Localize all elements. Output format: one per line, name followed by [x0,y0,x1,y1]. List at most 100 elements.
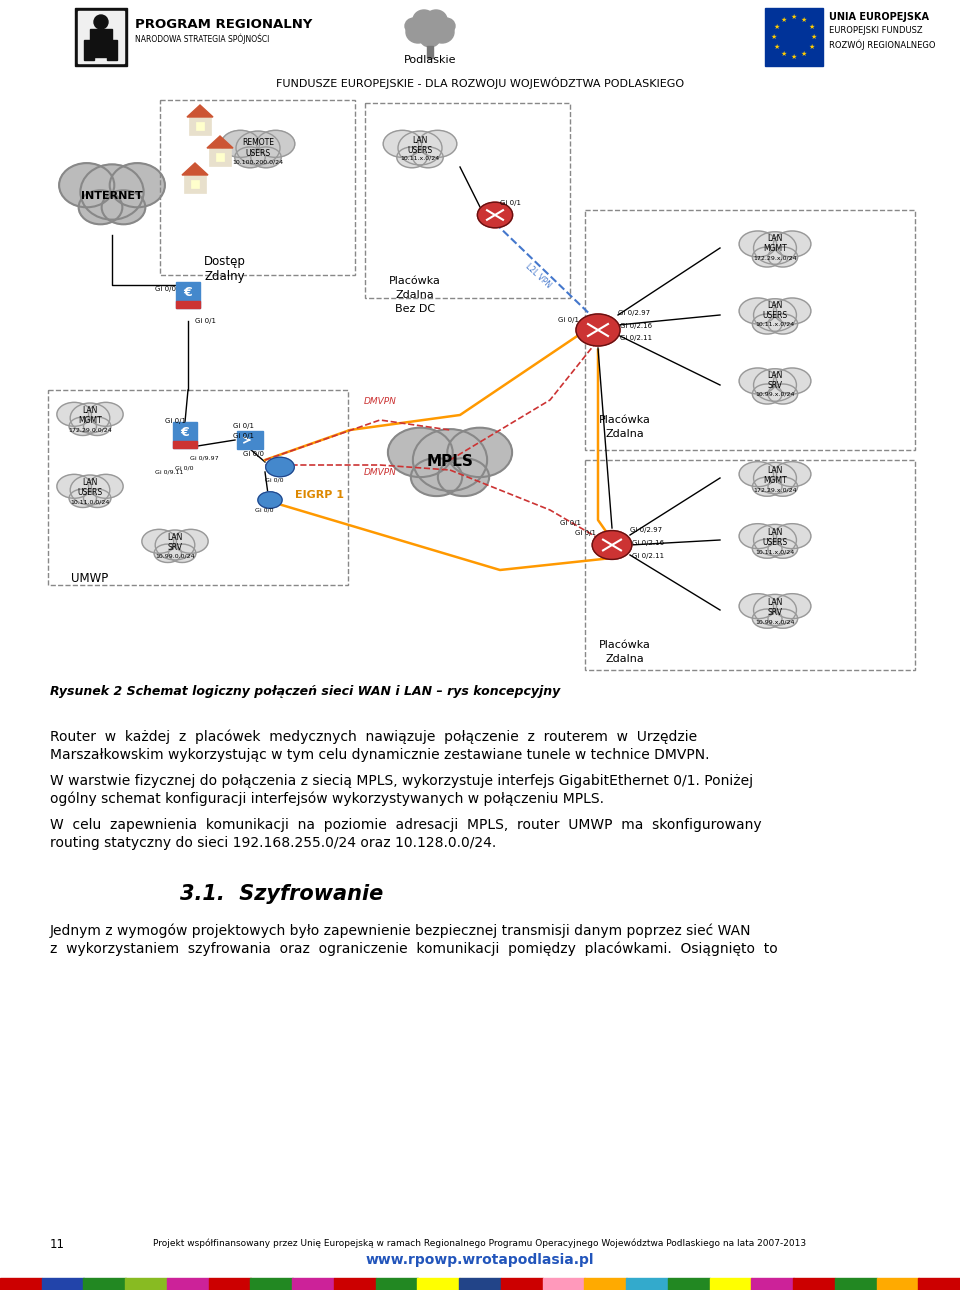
Bar [237,431,263,449]
Ellipse shape [774,524,811,548]
Ellipse shape [768,384,798,404]
Ellipse shape [438,458,490,497]
Text: MGMT: MGMT [763,244,787,253]
Text: W warstwie fizycznej do połączenia z siecią MPLS, wykorzystuje interfejs Gigabit: W warstwie fizycznej do połączenia z sie… [50,774,754,788]
Text: €: € [180,427,189,440]
Ellipse shape [70,402,109,433]
Bar [216,154,224,161]
Text: ★: ★ [801,52,807,57]
Text: LAN: LAN [767,599,782,608]
Bar [84,1278,126,1290]
Text: EUROPEJSKI FUNDUSZ: EUROPEJSKI FUNDUSZ [829,26,923,35]
Ellipse shape [753,384,782,404]
Ellipse shape [221,130,259,157]
Bar [919,1278,960,1290]
Ellipse shape [413,10,435,30]
Bar [709,1278,752,1290]
Ellipse shape [258,491,282,508]
Bar [167,1278,209,1290]
Text: USERS: USERS [762,311,787,320]
Text: Gi 0/2.16: Gi 0/2.16 [620,322,652,329]
Ellipse shape [251,147,281,168]
Ellipse shape [420,28,440,46]
Text: Gi 0/1: Gi 0/1 [500,200,521,206]
Text: ogólny schemat konfiguracji interfejsów wykorzystywanych w połączeniu MPLS.: ogólny schemat konfiguracji interfejsów … [50,792,604,806]
Bar [752,1278,794,1290]
Ellipse shape [60,163,114,208]
Text: Jednym z wymogów projektowych było zapewnienie bezpiecznej transmisji danym popr: Jednym z wymogów projektowych było zapew… [50,924,752,939]
Bar [176,301,200,308]
Text: Zdalny: Zdalny [204,270,246,283]
Bar [765,8,823,66]
Ellipse shape [753,539,782,559]
Ellipse shape [774,231,811,257]
Ellipse shape [414,14,446,43]
Text: 11: 11 [50,1238,65,1251]
Bar [375,1278,418,1290]
Text: Router  w  każdej  z  placówek  medycznych  nawiązuje  połączenie  z  routerem  : Router w każdej z placówek medycznych na… [50,730,697,744]
Ellipse shape [266,457,295,477]
Bar [585,461,915,670]
Text: REMOTE: REMOTE [242,138,274,147]
Text: MPLS: MPLS [426,454,473,470]
Ellipse shape [405,18,423,34]
Text: 10.99.0.0/24: 10.99.0.0/24 [156,553,195,559]
Text: FUNDUSZE EUROPEJSKIE - DLA ROZWOJU WOJEWÓDZTWA PODLASKIEGO: FUNDUSZE EUROPEJSKIE - DLA ROZWOJU WOJEW… [276,77,684,89]
Text: z  wykorzystaniem  szyfrowania  oraz  ograniczenie  komunikacji  pomiędzy  placó: z wykorzystaniem szyfrowania oraz ograni… [50,942,778,956]
Text: 3.1.  Szyfrowanie: 3.1. Szyfrowanie [180,884,383,904]
Ellipse shape [576,313,620,346]
Polygon shape [187,104,213,117]
Bar [668,1278,710,1290]
Bar [365,103,570,298]
Text: 10.11.x.0/24: 10.11.x.0/24 [756,550,795,553]
Ellipse shape [774,593,811,619]
Bar [427,46,433,58]
Ellipse shape [477,203,513,228]
Bar [107,40,117,61]
Bar [418,1278,460,1290]
Text: Gi 0/0: Gi 0/0 [265,479,283,482]
Ellipse shape [156,530,195,560]
Text: LAN: LAN [83,406,98,415]
Ellipse shape [774,298,811,324]
Ellipse shape [84,489,110,507]
Ellipse shape [447,428,512,477]
Text: UMWP: UMWP [71,571,108,584]
Ellipse shape [739,593,777,619]
Bar [160,101,355,275]
Text: ★: ★ [801,17,807,23]
Ellipse shape [406,21,430,43]
Text: Gi 0/0: Gi 0/0 [255,508,274,513]
Text: 172.29.x.0/24: 172.29.x.0/24 [754,255,797,261]
Ellipse shape [256,130,295,157]
Ellipse shape [411,458,462,497]
Text: Gi 0/2.16: Gi 0/2.16 [632,541,664,546]
Ellipse shape [174,529,208,553]
Text: Gi 0/1: Gi 0/1 [233,433,254,439]
Ellipse shape [754,299,797,332]
Text: EIGRP 1: EIGRP 1 [295,490,344,501]
Text: Gi 0/2.11: Gi 0/2.11 [620,335,652,341]
Text: Gi 0/2.97: Gi 0/2.97 [618,310,650,316]
Ellipse shape [81,164,144,219]
Ellipse shape [57,475,91,498]
Bar [75,8,127,66]
Text: Gi 0/0: Gi 0/0 [175,464,194,470]
Ellipse shape [592,530,632,560]
Ellipse shape [84,417,110,436]
Ellipse shape [430,21,454,43]
Bar [251,1278,293,1290]
Text: Gi 0/2.97: Gi 0/2.97 [630,528,662,533]
Bar [292,1278,334,1290]
Text: MGMT: MGMT [78,415,102,424]
Ellipse shape [69,417,96,436]
Ellipse shape [413,147,444,168]
Ellipse shape [739,298,777,324]
Text: Dostęp: Dostęp [204,255,246,268]
Text: www.rpowp.wrotapodlasia.pl: www.rpowp.wrotapodlasia.pl [366,1253,594,1267]
Bar [125,1278,167,1290]
Ellipse shape [413,430,487,491]
Text: UNIA EUROPEJSKA: UNIA EUROPEJSKA [829,12,929,22]
Bar [84,40,94,61]
Text: routing statyczny do sieci 192.168.255.0/24 oraz 10.128.0.0/24.: routing statyczny do sieci 192.168.255.0… [50,836,496,850]
